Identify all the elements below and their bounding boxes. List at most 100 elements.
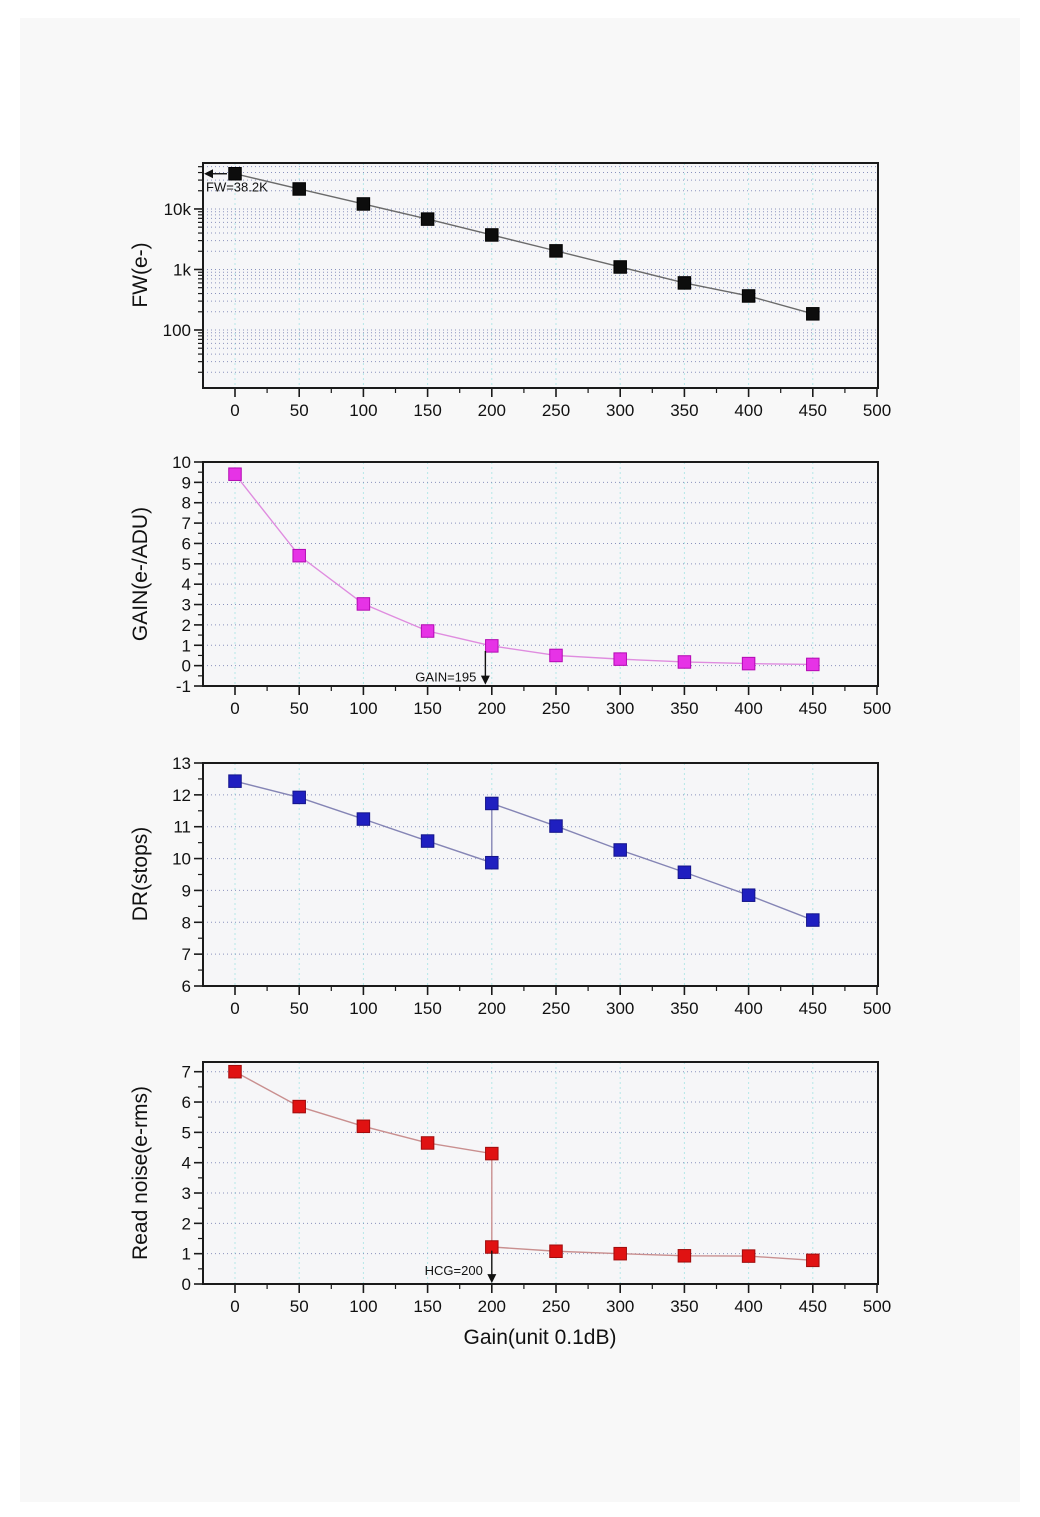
y-tick-label: 6 xyxy=(182,534,191,553)
annotation-label: HCG=200 xyxy=(425,1263,483,1278)
y-tick-label: 6 xyxy=(182,977,191,996)
x-tick-label: 450 xyxy=(799,401,827,420)
data-point xyxy=(228,166,242,181)
y-tick-label: 5 xyxy=(182,555,191,574)
data-point xyxy=(806,913,820,927)
annotation-label: FW=38.2K xyxy=(206,180,268,195)
y-tick-label: 4 xyxy=(182,575,191,594)
chart-dynamic-range: 0 50 100 150 200 250 300 350 400 450 500 13 12 11 10 9 8… xyxy=(172,754,891,1018)
y-tick-label: 2 xyxy=(182,1214,191,1233)
x-tick-label: 150 xyxy=(413,699,441,718)
data-point xyxy=(549,819,563,833)
x-tick-label: 150 xyxy=(413,401,441,420)
data-point xyxy=(228,1064,242,1079)
x-tick-label: 400 xyxy=(734,699,762,718)
data-point xyxy=(292,182,306,196)
x-tick-label: 50 xyxy=(290,1297,309,1316)
x-tick-label: 500 xyxy=(863,1297,891,1316)
x-tick-label: 450 xyxy=(799,699,827,718)
data-point xyxy=(613,652,627,666)
x-tick-label: 250 xyxy=(542,401,570,420)
y-tick-label: -1 xyxy=(176,677,191,696)
data-point xyxy=(485,228,499,242)
data-point xyxy=(613,260,627,274)
y-tick-label: 3 xyxy=(182,596,191,615)
data-point xyxy=(806,657,820,672)
x-tick-label: 400 xyxy=(734,1297,762,1316)
data-point xyxy=(356,812,371,826)
x-tick-label: 250 xyxy=(542,699,570,718)
chart-read-noise: 0 50 100 150 200 250 300 350 400 450 500 7 6 5 4 3 2 1 0 HC… xyxy=(182,1061,891,1316)
chart-gain: 0 50 100 150 200 250 300 350 400 450 5001098765432… xyxy=(172,453,891,718)
x-tick-label: 250 xyxy=(542,1297,570,1316)
data-point xyxy=(613,843,627,857)
data-point xyxy=(741,888,756,902)
y-tick-label: 1 xyxy=(182,1245,191,1264)
y-tick-label: 1k xyxy=(173,260,191,279)
y-tick-label: 8 xyxy=(182,913,191,932)
y-axis-title-readnoise: Read noise(e-rms) xyxy=(129,1086,152,1260)
x-tick-label: 350 xyxy=(670,999,698,1018)
y-tick-label: 9 xyxy=(182,473,191,492)
data-point xyxy=(356,597,371,611)
plot-area xyxy=(203,163,878,388)
y-tick-label: 11 xyxy=(173,818,191,837)
data-point xyxy=(677,1249,692,1263)
y-tick-label: 0 xyxy=(182,1275,191,1294)
x-tick-label: 50 xyxy=(290,999,309,1018)
x-tick-label: 350 xyxy=(670,1297,698,1316)
y-tick-label: 1 xyxy=(182,636,191,655)
x-tick-label: 350 xyxy=(670,699,698,718)
x-tick-label: 350 xyxy=(670,401,698,420)
data-point xyxy=(356,1119,371,1134)
data-point xyxy=(292,548,306,563)
y-tick-label: 0 xyxy=(182,657,191,676)
y-axis-title-dr: DR(stops) xyxy=(129,826,152,922)
x-tick-label: 400 xyxy=(734,401,762,420)
x-tick-label: 100 xyxy=(349,1297,377,1316)
data-point xyxy=(485,639,499,653)
data-point xyxy=(741,656,756,671)
data-point xyxy=(228,774,242,788)
y-tick-label: 5 xyxy=(182,1123,191,1142)
annotation-arrowhead xyxy=(487,1274,497,1284)
data-point xyxy=(549,1244,563,1258)
x-tick-label: 200 xyxy=(478,1297,506,1316)
y-tick-label: 10k xyxy=(164,200,192,219)
y-tick-label: 10 xyxy=(172,850,191,869)
x-tick-label: 500 xyxy=(863,999,891,1018)
y-tick-label: 7 xyxy=(182,514,191,533)
x-tick-label: 300 xyxy=(606,699,634,718)
x-tick-label: 0 xyxy=(230,1297,239,1316)
series-line xyxy=(234,173,813,315)
x-tick-label: 300 xyxy=(606,999,634,1018)
data-point xyxy=(356,197,371,211)
y-tick-label: 100 xyxy=(163,321,191,340)
x-tick-label: 100 xyxy=(349,401,377,420)
plot-frame xyxy=(202,1061,879,1285)
x-tick-label: 500 xyxy=(863,699,891,718)
data-point xyxy=(613,1246,627,1261)
x-tick-label: 300 xyxy=(606,1297,634,1316)
x-tick-label: 100 xyxy=(349,999,377,1018)
data-point xyxy=(806,307,820,321)
annotation-label: GAIN=195 xyxy=(415,669,476,684)
y-tick-label: 7 xyxy=(182,945,191,964)
y-tick-label: 4 xyxy=(182,1154,191,1173)
data-point xyxy=(677,655,692,669)
x-tick-label: 50 xyxy=(290,699,309,718)
y-tick-label: 10 xyxy=(172,453,191,472)
data-point xyxy=(420,1136,435,1150)
plot-area xyxy=(203,1062,878,1284)
data-point xyxy=(677,865,692,880)
x-tick-label: 150 xyxy=(413,1297,441,1316)
x-tick-label: 0 xyxy=(230,999,239,1018)
data-point xyxy=(741,289,756,303)
data-point xyxy=(292,790,306,805)
x-tick-label: 100 xyxy=(349,699,377,718)
data-point xyxy=(292,1099,306,1114)
x-tick-label: 0 xyxy=(230,401,239,420)
x-tick-label: 200 xyxy=(478,699,506,718)
